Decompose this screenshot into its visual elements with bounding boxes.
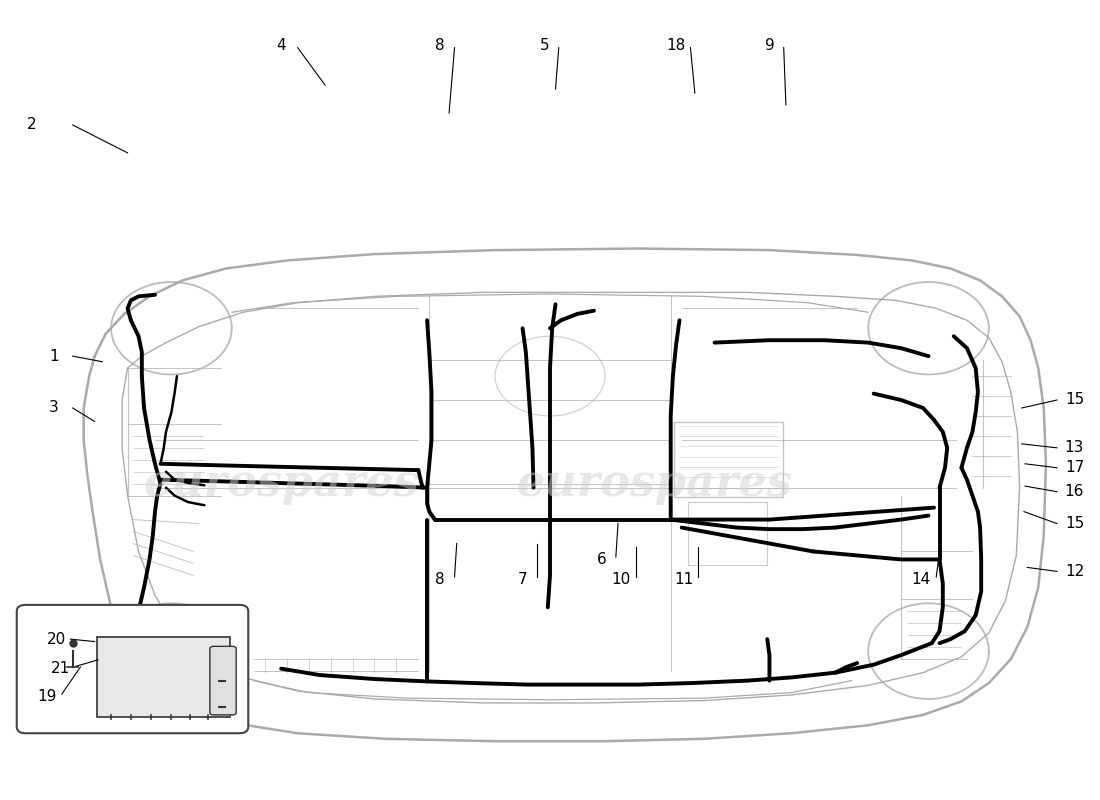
FancyBboxPatch shape [210,646,236,715]
Text: 18: 18 [667,38,685,53]
FancyBboxPatch shape [16,605,249,734]
Text: 15: 15 [1065,516,1085,531]
Text: 4: 4 [276,38,286,53]
Text: 13: 13 [1065,440,1085,455]
Text: 20: 20 [46,632,66,646]
Text: 14: 14 [911,572,931,587]
Text: 5: 5 [540,38,549,53]
Text: 6: 6 [596,552,606,567]
Text: 8: 8 [436,38,446,53]
Text: 2: 2 [28,118,37,133]
Text: 9: 9 [764,38,774,53]
FancyBboxPatch shape [97,637,230,718]
Text: eurospares: eurospares [516,462,792,506]
Text: 12: 12 [1065,564,1085,579]
Text: 1: 1 [50,349,59,364]
Text: 7: 7 [518,572,527,587]
Text: 16: 16 [1065,484,1085,499]
Text: 15: 15 [1065,393,1085,407]
Text: 10: 10 [612,572,631,587]
Text: 21: 21 [51,661,70,676]
Text: 19: 19 [37,689,57,704]
Text: 3: 3 [50,401,59,415]
Text: 8: 8 [436,572,446,587]
Text: 11: 11 [674,572,693,587]
Text: eurospares: eurospares [143,462,419,506]
Text: 17: 17 [1065,460,1085,475]
